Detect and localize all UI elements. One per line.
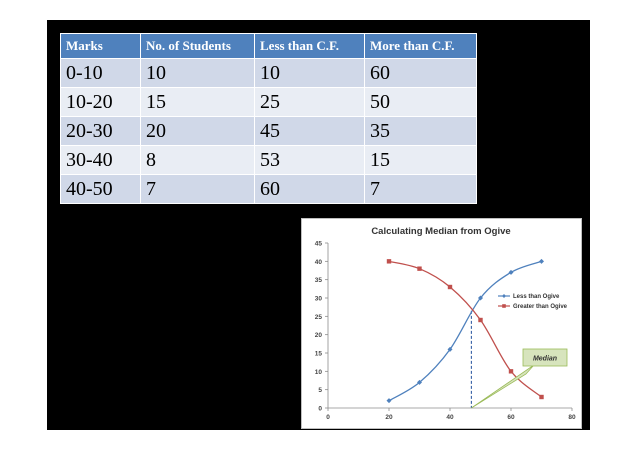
header-more-cf: More than C.F.: [364, 33, 477, 59]
y-tick-label: 10: [315, 369, 323, 376]
data-point: [508, 269, 514, 275]
table-cell: 10: [254, 58, 365, 88]
data-point: [386, 259, 392, 264]
x-tick-label: 60: [507, 414, 515, 421]
series-line-greater-than: [388, 260, 542, 398]
chart-svg: Calculating Median from Ogive 0 5 10 15 20 25 3…: [315, 226, 576, 421]
table-row: 0-10 10 10 60: [60, 58, 477, 88]
ogive-chart: Calculating Median from Ogive 0 5 10 15 20 25 3…: [301, 218, 582, 429]
median-callout-box: [522, 348, 568, 367]
table-header-row: Marks No. of Students Less than C.F. Mor…: [60, 33, 477, 59]
table-cell: 0-10: [60, 58, 141, 88]
x-tick-label: 40: [446, 414, 454, 421]
frequency-table: Marks No. of Students Less than C.F. Mor…: [60, 33, 477, 204]
y-tick-label: 25: [315, 314, 323, 321]
table-cell: 15: [364, 145, 477, 175]
y-tick-label: 5: [318, 387, 322, 394]
table-cell: 50: [364, 87, 477, 117]
data-point: [539, 258, 544, 264]
table-cell: 60: [254, 174, 365, 204]
table-cell: 20: [140, 116, 255, 146]
data-point: [539, 394, 544, 400]
y-tick-label: 15: [315, 351, 323, 358]
x-tick-label: 80: [568, 414, 576, 421]
x-tick-label: 0: [326, 414, 330, 421]
median-callout-label: Median: [533, 356, 557, 363]
data-point: [447, 284, 453, 290]
data-point: [417, 266, 422, 271]
data-point: [478, 317, 483, 323]
table-cell: 20-30: [60, 116, 141, 146]
legend-marker: [502, 294, 506, 298]
table-row: 30-40 8 53 15: [60, 145, 477, 175]
x-tick-label: 20: [385, 414, 393, 421]
header-students: No. of Students: [140, 33, 255, 59]
y-tick-label: 0: [318, 406, 322, 413]
data-point: [447, 346, 453, 352]
header-marks: Marks: [60, 33, 141, 59]
table-cell: 7: [364, 174, 477, 204]
table-cell: 40-50: [60, 174, 141, 204]
legend-label: Less than Ogive: [513, 294, 560, 300]
y-tick-label: 30: [315, 296, 323, 303]
data-point: [417, 379, 422, 385]
table-row: 20-30 20 45 35: [60, 116, 477, 146]
legend-marker: [502, 304, 506, 308]
table-row: 10-20 15 25 50: [60, 87, 477, 117]
table-row: 40-50 7 60 7: [60, 174, 477, 204]
table-cell: 15: [140, 87, 255, 117]
y-tick-label: 45: [315, 241, 323, 248]
median-callout-pointer: [471, 364, 535, 409]
y-tick-label: 35: [315, 277, 323, 284]
legend-label: Greater than Ogive: [513, 304, 568, 310]
table-cell: 30-40: [60, 145, 141, 175]
y-tick-label: 20: [315, 332, 323, 339]
data-point: [386, 398, 392, 404]
table-cell: 25: [254, 87, 365, 117]
chart-title: Calculating Median from Ogive: [371, 226, 510, 237]
table-cell: 45: [254, 116, 365, 146]
table-cell: 7: [140, 174, 255, 204]
table-cell: 35: [364, 116, 477, 146]
table-cell: 10: [140, 58, 255, 88]
data-point: [508, 369, 514, 374]
y-tick-label: 40: [315, 259, 323, 266]
data-point: [478, 295, 483, 301]
table-cell: 60: [364, 58, 477, 88]
table-cell: 10-20: [60, 87, 141, 117]
series-line-less-than: [388, 260, 542, 402]
table-cell: 8: [140, 145, 255, 175]
header-less-cf: Less than C.F.: [254, 33, 365, 59]
table-cell: 53: [254, 145, 365, 175]
